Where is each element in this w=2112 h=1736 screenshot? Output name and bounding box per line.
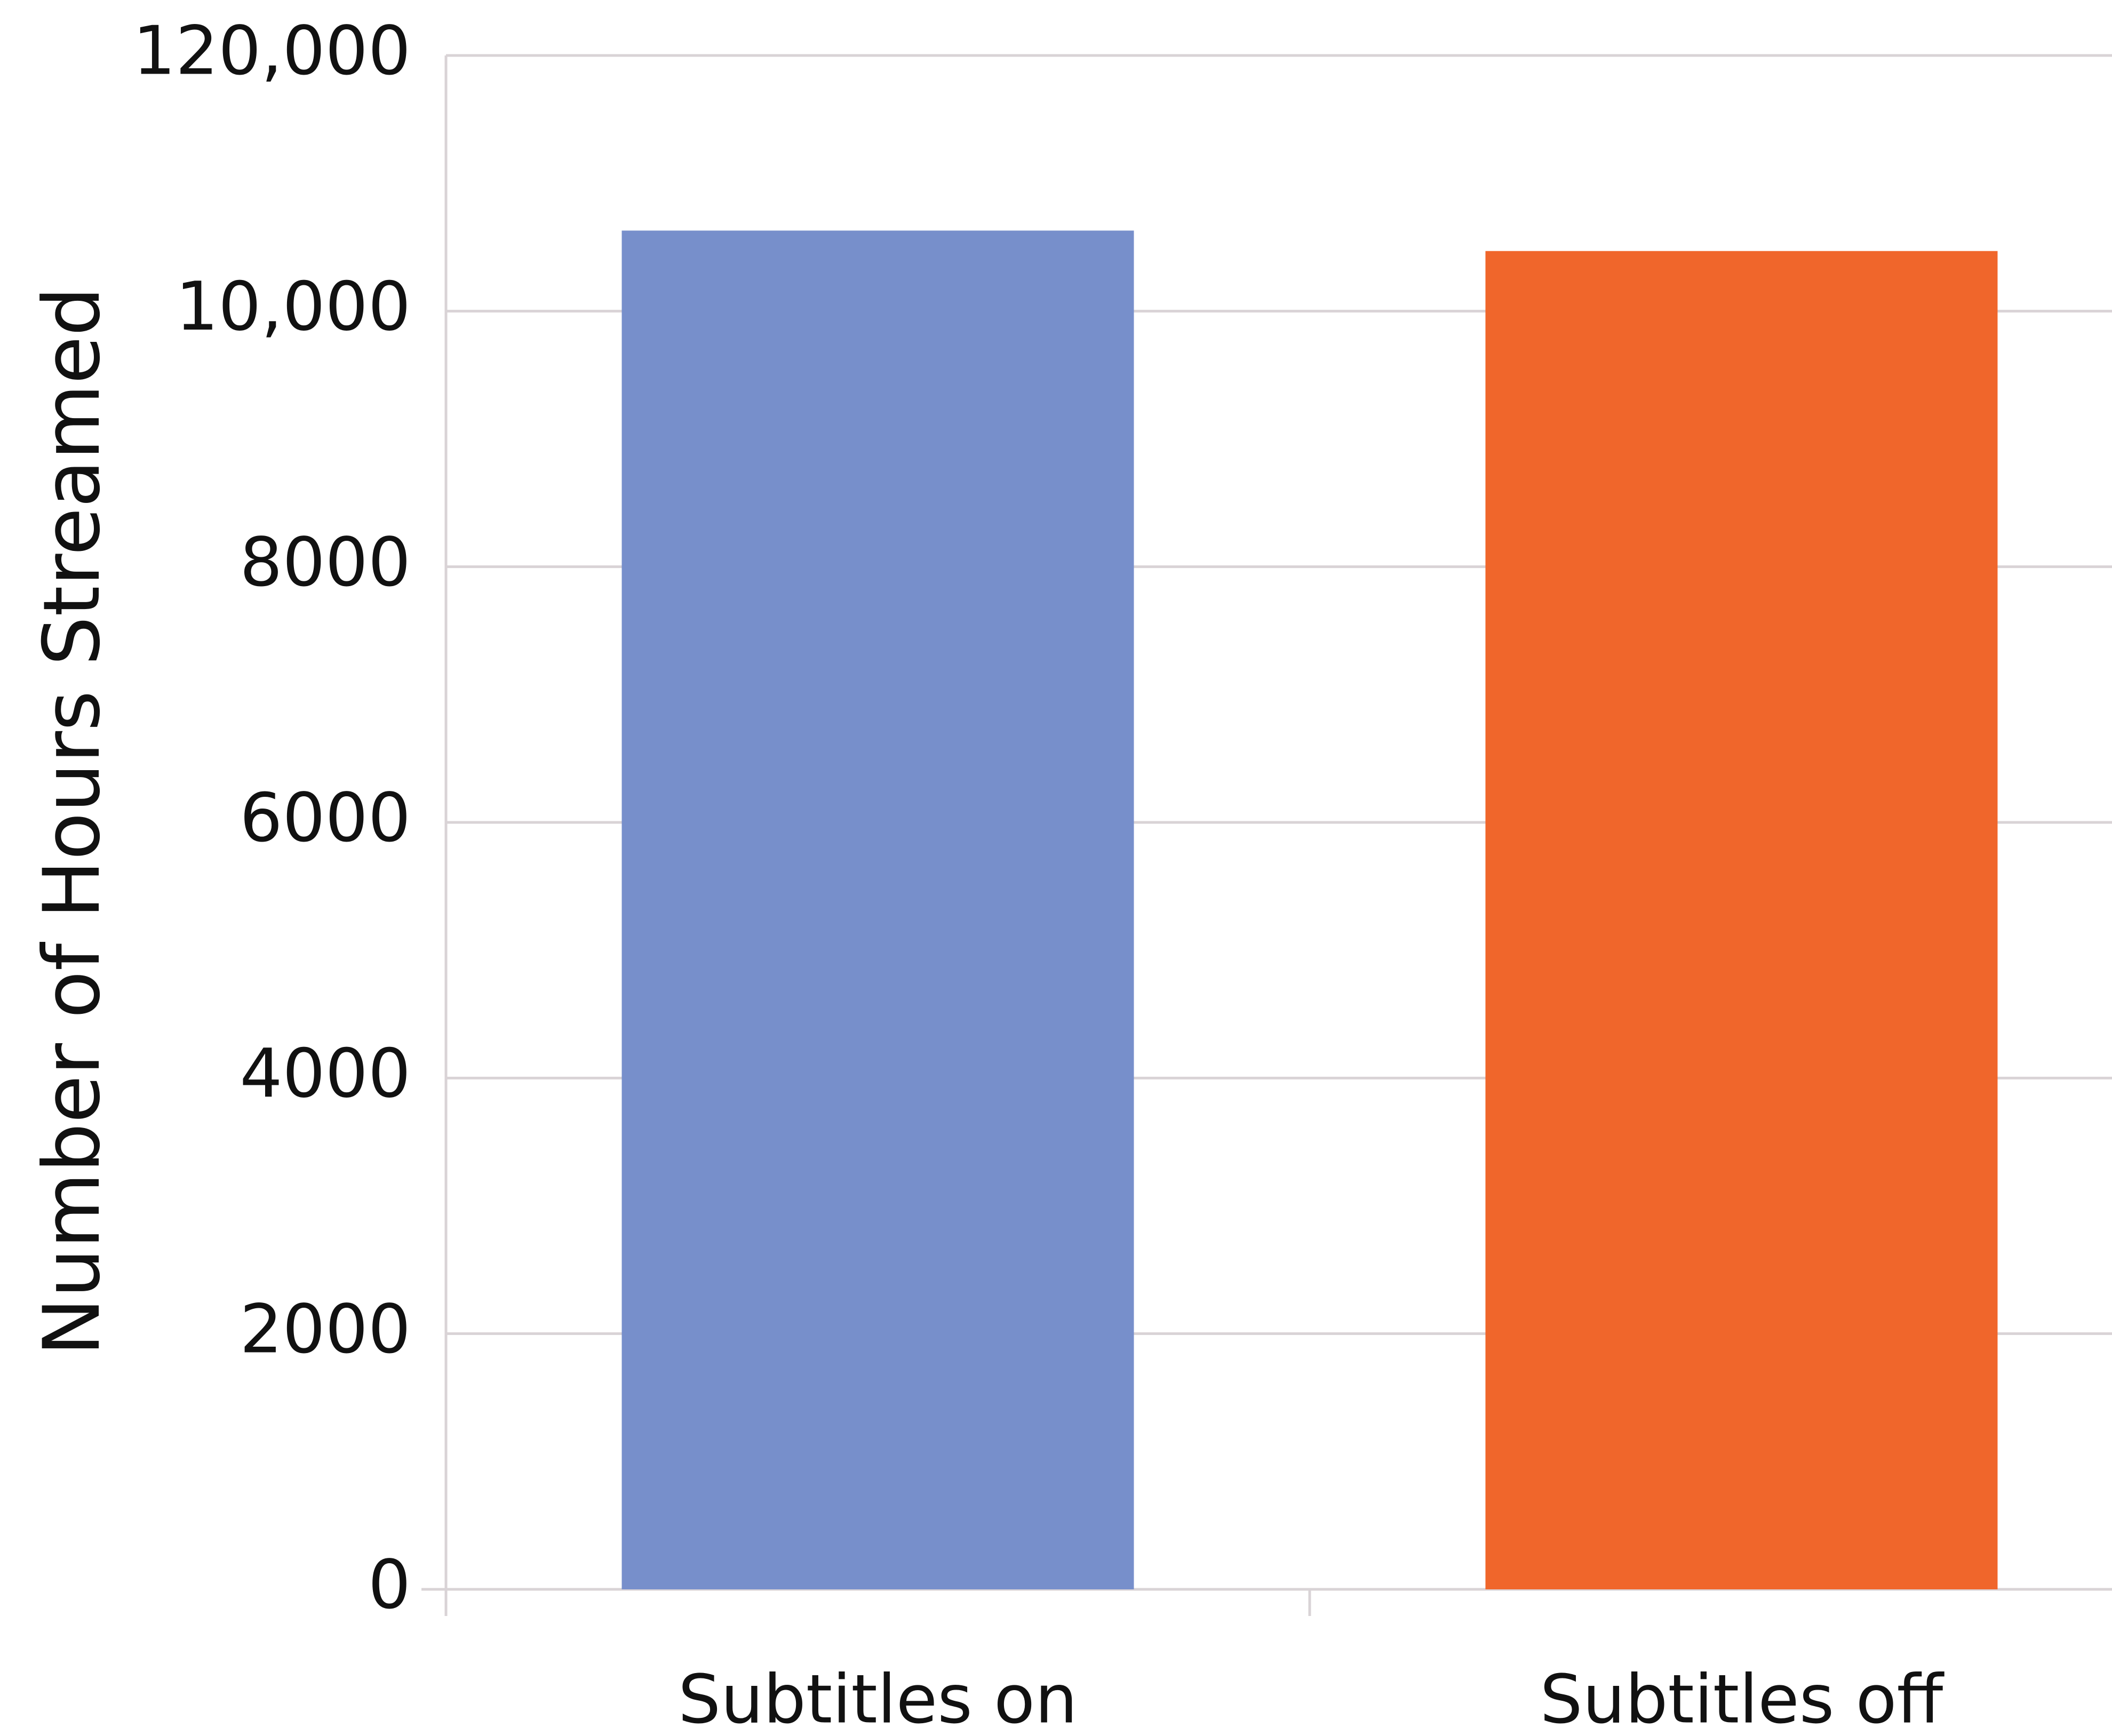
y-tick-label: 6000 (240, 779, 411, 857)
y-tick-label: 4000 (240, 1034, 411, 1113)
y-tick-label: 0 (368, 1546, 411, 1624)
y-tick-label: 8000 (240, 523, 411, 601)
y-axis-label: Number of Hours Streamed (27, 287, 117, 1356)
y-tick-label: 120,000 (133, 12, 411, 90)
y-tick-label: 2000 (240, 1290, 411, 1368)
bar (621, 230, 1134, 1590)
x-tick-label: Subtitles off (1540, 1660, 1945, 1736)
x-tick-label: Subtitles on (678, 1660, 1078, 1736)
bar (1485, 251, 1998, 1590)
y-tick-label: 10,000 (176, 267, 411, 346)
